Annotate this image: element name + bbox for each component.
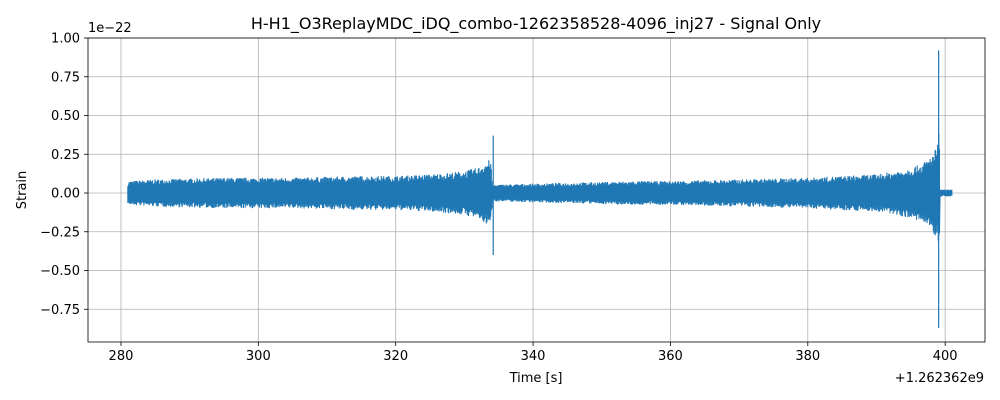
signal-line [127,133,953,241]
x-tick-label: 380 [795,349,820,364]
y-tick-label: 1.00 [51,32,80,47]
x-axis-label: Time [s] [509,371,563,386]
y-tick-label: 0.00 [51,187,80,202]
chart-title: H-H1_O3ReplayMDC_iDQ_combo-1262358528-40… [251,14,821,34]
x-tick-label: 360 [658,349,683,364]
y-tick-label: 0.25 [51,148,80,163]
plot-area-frame [87,37,986,343]
y-tick-label: −0.75 [40,303,80,318]
x-tick-label: 300 [246,349,271,364]
x-tick-label: 340 [521,349,546,364]
y-tick-label: 0.75 [51,70,80,85]
x-axis-ticks: 280 300 320 340 360 380 400 [109,342,958,364]
signal-layer [127,50,953,328]
y-scale-label: 1e−22 [88,21,132,36]
x-tick-label: 280 [109,349,134,364]
x-offset-label: +1.262362e9 [895,371,984,386]
y-tick-label: 0.50 [51,109,80,124]
y-tick-label: −0.25 [40,225,80,240]
y-axis-label: Strain [15,171,30,210]
x-tick-label: 400 [933,349,958,364]
y-tick-label: −0.50 [40,264,80,279]
x-tick-label: 320 [383,349,408,364]
y-axis-ticks: 1.00 0.75 0.50 0.25 0.00 −0.25 −0.50 −0.75 [40,32,88,318]
